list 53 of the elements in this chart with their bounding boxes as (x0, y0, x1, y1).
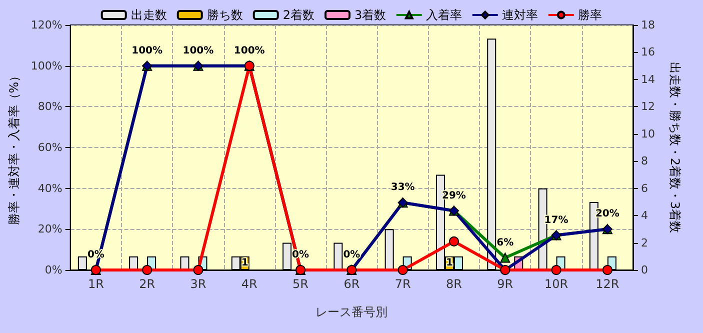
y2-tick-label: 2 (641, 236, 648, 250)
y-tick-label: 100% (30, 59, 62, 72)
x-tick-label: 2R (139, 277, 156, 291)
legend-label: 勝率 (578, 8, 602, 22)
x-tick-label: 8R (446, 277, 462, 291)
data-label: 1 (241, 258, 248, 269)
x-tick-label: 5R (292, 277, 309, 291)
y2-tick-label: 18 (641, 18, 655, 32)
y-tick-label: 20% (38, 222, 62, 236)
x-tick-label: 12R (596, 277, 620, 291)
data-label: 100% (234, 45, 265, 56)
y-tick-label: 0% (44, 264, 62, 276)
y-tick-label: 40% (38, 182, 62, 195)
data-label: 100% (132, 45, 163, 56)
x-axis-title: レース番号別 (316, 305, 388, 319)
y2-tick-label: 6 (641, 182, 648, 195)
y-tick-label: 120% (30, 18, 62, 32)
data-label: 1 (446, 258, 453, 269)
legend-label: 入着率 (426, 8, 462, 22)
y-tick-label: 60% (38, 141, 62, 154)
data-label: 33% (390, 182, 415, 194)
point (602, 265, 612, 275)
point (398, 265, 408, 275)
legend-label: 3着数 (354, 8, 386, 22)
x-tick-label: 6R (344, 277, 360, 291)
x-tick-label: 1R (88, 277, 104, 291)
y2-tick-label: 10 (641, 127, 655, 140)
x-tick-label: 7R (394, 277, 411, 291)
x-tick-label: 4R (241, 277, 258, 291)
data-label: 0% (343, 250, 360, 260)
legend-label: 勝ち数 (206, 8, 243, 22)
point (142, 265, 152, 275)
point (551, 265, 562, 275)
x-tick-label: 3R (190, 277, 206, 291)
x-tick-label: 9R (497, 277, 514, 291)
y-axis-title: 勝率・連対率・入着率（%） (7, 70, 21, 226)
x-tick-label: 10R (544, 277, 568, 291)
y2-tick-label: 16 (641, 46, 655, 59)
y2-tick-label: 14 (641, 72, 655, 86)
y2-tick-label: 12 (641, 100, 655, 114)
y2-tick-label: 4 (641, 209, 648, 222)
y2-tick-label: 0 (641, 264, 648, 276)
legend-label: 2着数 (282, 8, 315, 22)
y2-axis-title: 出走数・勝ち数・2着数・3着数 (668, 62, 682, 234)
point (500, 252, 510, 263)
data-label: 100% (182, 45, 214, 56)
legend-label: 出走数 (130, 8, 167, 22)
data-label: 6% (496, 237, 514, 248)
legend-label: 連対率 (502, 8, 538, 22)
y2-tick-label: 8 (641, 154, 648, 168)
point (193, 265, 204, 275)
y-tick-label: 80% (38, 100, 62, 114)
point (448, 236, 459, 246)
